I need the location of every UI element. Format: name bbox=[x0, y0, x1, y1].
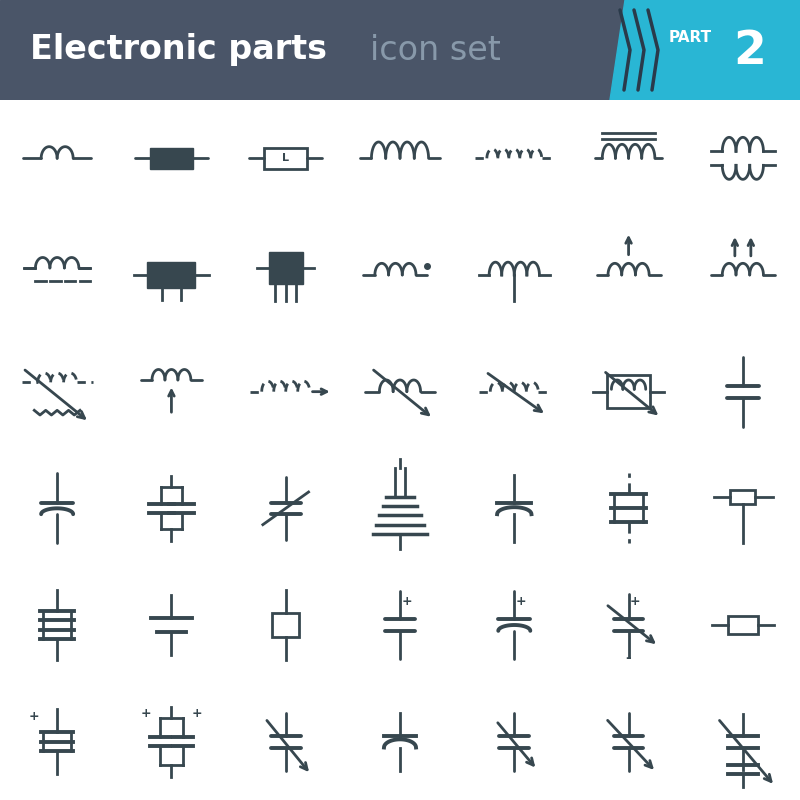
Polygon shape bbox=[610, 0, 800, 100]
Text: icon set: icon set bbox=[370, 34, 501, 66]
Bar bbox=[150, 148, 193, 169]
Text: +: + bbox=[29, 710, 39, 722]
Text: -: - bbox=[626, 650, 631, 665]
Bar bbox=[264, 148, 307, 169]
Text: L: L bbox=[282, 154, 290, 163]
Text: +: + bbox=[402, 595, 412, 608]
Text: +: + bbox=[630, 595, 641, 608]
Text: Electronic parts: Electronic parts bbox=[30, 34, 327, 66]
Bar bbox=[607, 375, 650, 408]
Bar bbox=[730, 490, 755, 504]
Text: PART: PART bbox=[669, 30, 711, 46]
Bar bbox=[728, 616, 758, 634]
Text: +: + bbox=[141, 707, 151, 720]
Text: +: + bbox=[516, 595, 526, 608]
Bar bbox=[272, 614, 299, 637]
Bar bbox=[269, 252, 303, 284]
Bar bbox=[147, 262, 195, 288]
Text: 2: 2 bbox=[734, 30, 766, 74]
Text: +: + bbox=[191, 707, 202, 720]
